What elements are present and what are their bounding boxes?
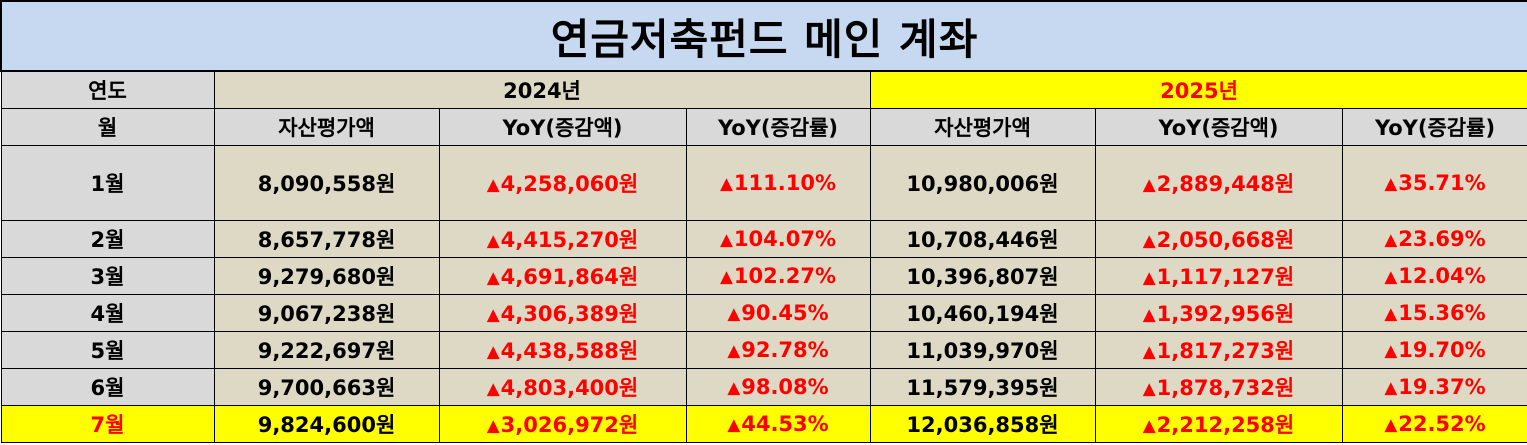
up-arrow-icon: ▲ xyxy=(486,341,500,361)
yoy-amount-2024-cell[interactable]: ▲4,415,270원 xyxy=(438,220,687,258)
asset-2025-cell[interactable]: 12,036,858원 xyxy=(869,405,1096,443)
asset-2024-cell[interactable]: 9,279,680원 xyxy=(213,257,440,295)
col-yoy-rate-2024[interactable]: YoY(증감률) xyxy=(685,108,871,146)
up-arrow-icon: ▲ xyxy=(1384,229,1398,249)
asset-2025-cell[interactable]: 10,980,006원 xyxy=(869,145,1096,221)
table-row: 4월 9,067,238원 ▲4,306,389원 ▲90.45% 10,460… xyxy=(0,294,1527,332)
up-arrow-icon: ▲ xyxy=(1142,341,1156,361)
up-arrow-icon: ▲ xyxy=(1142,378,1156,398)
yoy-amount-2024-cell[interactable]: ▲4,258,060원 xyxy=(438,145,687,221)
up-arrow-icon: ▲ xyxy=(486,267,500,287)
col-asset-2025[interactable]: 자산평가액 xyxy=(869,108,1096,146)
up-arrow-icon: ▲ xyxy=(1384,414,1398,434)
col-yoy-amount-2025[interactable]: YoY(증감액) xyxy=(1094,108,1343,146)
up-arrow-icon: ▲ xyxy=(720,229,733,249)
yoy-rate-2024-cell[interactable]: ▲92.78% xyxy=(685,331,871,369)
yoy-rate-2025-cell[interactable]: ▲23.69% xyxy=(1341,220,1527,258)
yoy-amount-2024-cell[interactable]: ▲4,438,588원 xyxy=(438,331,687,369)
yoy-rate-2025-cell[interactable]: ▲22.52% xyxy=(1341,405,1527,443)
up-arrow-icon: ▲ xyxy=(727,303,741,323)
col-yoy-rate-2025[interactable]: YoY(증감률) xyxy=(1341,108,1527,146)
month-cell[interactable]: 7월 xyxy=(0,405,215,443)
year-2024-header[interactable]: 2024년 xyxy=(213,70,871,109)
month-cell[interactable]: 2월 xyxy=(0,220,215,258)
yoy-rate-2025-cell[interactable]: ▲15.36% xyxy=(1341,294,1527,332)
up-arrow-icon: ▲ xyxy=(1384,377,1398,397)
yoy-rate-2025-cell[interactable]: ▲19.70% xyxy=(1341,331,1527,369)
asset-2025-cell[interactable]: 11,039,970원 xyxy=(869,331,1096,369)
asset-2025-cell[interactable]: 11,579,395원 xyxy=(869,368,1096,406)
yoy-amount-2025-cell[interactable]: ▲1,817,273원 xyxy=(1094,331,1343,369)
up-arrow-icon: ▲ xyxy=(720,173,733,193)
yoy-rate-2024-cell[interactable]: ▲98.08% xyxy=(685,368,871,406)
up-arrow-icon: ▲ xyxy=(1384,173,1398,193)
yoy-amount-2025-cell[interactable]: ▲2,212,258원 xyxy=(1094,405,1343,443)
up-arrow-icon: ▲ xyxy=(727,340,741,360)
up-arrow-icon: ▲ xyxy=(1384,266,1398,286)
up-arrow-icon: ▲ xyxy=(486,304,500,324)
yoy-amount-2024-cell[interactable]: ▲4,803,400원 xyxy=(438,368,687,406)
yoy-amount-2025-cell[interactable]: ▲2,889,448원 xyxy=(1094,145,1343,221)
yoy-amount-2025-cell[interactable]: ▲1,117,127원 xyxy=(1094,257,1343,295)
up-arrow-icon: ▲ xyxy=(1384,303,1398,323)
table-row-highlighted: 7월 9,824,600원 ▲3,026,972원 ▲44.53% 12,036… xyxy=(0,405,1527,443)
month-label-cell[interactable]: 월 xyxy=(0,108,215,146)
col-yoy-amount-2024[interactable]: YoY(증감액) xyxy=(438,108,687,146)
up-arrow-icon: ▲ xyxy=(486,415,500,435)
yoy-amount-2024-cell[interactable]: ▲4,691,864원 xyxy=(438,257,687,295)
asset-2025-cell[interactable]: 10,396,807원 xyxy=(869,257,1096,295)
asset-2024-cell[interactable]: 9,700,663원 xyxy=(213,368,440,406)
asset-2024-cell[interactable]: 8,090,558원 xyxy=(213,145,440,221)
asset-2025-cell[interactable]: 10,460,194원 xyxy=(869,294,1096,332)
table-row: 2월 8,657,778원 ▲4,415,270원 ▲104.07% 10,70… xyxy=(0,220,1527,258)
up-arrow-icon: ▲ xyxy=(486,230,500,250)
yoy-rate-2025-cell[interactable]: ▲19.37% xyxy=(1341,368,1527,406)
yoy-rate-2024-cell[interactable]: ▲102.27% xyxy=(685,257,871,295)
month-cell[interactable]: 1월 xyxy=(0,145,215,221)
asset-2024-cell[interactable]: 9,824,600원 xyxy=(213,405,440,443)
asset-2024-cell[interactable]: 9,067,238원 xyxy=(213,294,440,332)
yoy-amount-2025-cell[interactable]: ▲1,878,732원 xyxy=(1094,368,1343,406)
up-arrow-icon: ▲ xyxy=(1142,230,1156,250)
year-label-cell[interactable]: 연도 xyxy=(0,70,215,109)
up-arrow-icon: ▲ xyxy=(727,414,741,434)
col-asset-2024[interactable]: 자산평가액 xyxy=(213,108,440,146)
yoy-rate-2024-cell[interactable]: ▲44.53% xyxy=(685,405,871,443)
up-arrow-icon: ▲ xyxy=(1384,340,1398,360)
table-row: 1월 8,090,558원 ▲4,258,060원 ▲111.10% 10,98… xyxy=(0,145,1527,221)
yoy-rate-2024-cell[interactable]: ▲111.10% xyxy=(685,145,871,221)
up-arrow-icon: ▲ xyxy=(1142,174,1156,194)
up-arrow-icon: ▲ xyxy=(720,266,733,286)
up-arrow-icon: ▲ xyxy=(1142,415,1156,435)
yoy-rate-2024-cell[interactable]: ▲90.45% xyxy=(685,294,871,332)
asset-2024-cell[interactable]: 9,222,697원 xyxy=(213,331,440,369)
yoy-amount-2025-cell[interactable]: ▲2,050,668원 xyxy=(1094,220,1343,258)
up-arrow-icon: ▲ xyxy=(1142,267,1156,287)
up-arrow-icon: ▲ xyxy=(727,377,741,397)
up-arrow-icon: ▲ xyxy=(486,174,500,194)
year-2025-header[interactable]: 2025년 xyxy=(869,70,1527,109)
up-arrow-icon: ▲ xyxy=(1142,304,1156,324)
yoy-rate-2025-cell[interactable]: ▲12.04% xyxy=(1341,257,1527,295)
month-cell[interactable]: 6월 xyxy=(0,368,215,406)
asset-2025-cell[interactable]: 10,708,446원 xyxy=(869,220,1096,258)
yoy-rate-2025-cell[interactable]: ▲35.71% xyxy=(1341,145,1527,221)
table-row: 5월 9,222,697원 ▲4,438,588원 ▲92.78% 11,039… xyxy=(0,331,1527,369)
yoy-amount-2025-cell[interactable]: ▲1,392,956원 xyxy=(1094,294,1343,332)
table-row: 6월 9,700,663원 ▲4,803,400원 ▲98.08% 11,579… xyxy=(0,368,1527,406)
month-cell[interactable]: 5월 xyxy=(0,331,215,369)
asset-2024-cell[interactable]: 8,657,778원 xyxy=(213,220,440,258)
table-row: 3월 9,279,680원 ▲4,691,864원 ▲102.27% 10,39… xyxy=(0,257,1527,295)
month-cell[interactable]: 4월 xyxy=(0,294,215,332)
sheet-title: 연금저축펀드 메인 계좌 xyxy=(0,0,1527,72)
up-arrow-icon: ▲ xyxy=(486,378,500,398)
yoy-amount-2024-cell[interactable]: ▲3,026,972원 xyxy=(438,405,687,443)
month-cell[interactable]: 3월 xyxy=(0,257,215,295)
yoy-amount-2024-cell[interactable]: ▲4,306,389원 xyxy=(438,294,687,332)
yoy-rate-2024-cell[interactable]: ▲104.07% xyxy=(685,220,871,258)
